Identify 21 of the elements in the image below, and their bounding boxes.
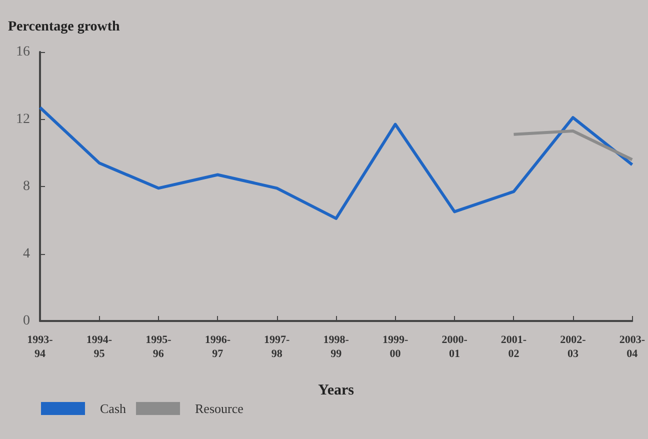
x-tick-label: 1995- 96 bbox=[146, 334, 172, 360]
x-tick-label: 1996- 97 bbox=[204, 334, 231, 360]
x-axis-title: Years bbox=[318, 382, 354, 398]
x-tick-label: 2000- 01 bbox=[442, 334, 468, 360]
y-tick-label: 4 bbox=[23, 246, 30, 262]
x-tick-label: 2003- 04 bbox=[619, 334, 646, 360]
line-series bbox=[38, 106, 634, 220]
y-tick-label: 16 bbox=[16, 44, 30, 60]
legend-label: Resource bbox=[195, 401, 244, 416]
x-tick-label: 1999- 00 bbox=[382, 334, 408, 360]
y-tick-label: 8 bbox=[23, 179, 30, 194]
x-tick-label: 2001- 02 bbox=[500, 334, 527, 360]
x-tick-label: 1998- 99 bbox=[323, 334, 350, 360]
x-tick-label: 2002- 03 bbox=[560, 334, 586, 360]
legend-label: Cash bbox=[100, 401, 126, 416]
y-axis-title: Percentage growth bbox=[8, 20, 120, 34]
y-tick-label: 12 bbox=[16, 112, 30, 127]
x-tick-label: 1997- 98 bbox=[264, 334, 290, 360]
x-tick-label: 1994- 95 bbox=[86, 334, 112, 360]
y-tick-label: 0 bbox=[23, 314, 30, 328]
x-tick-label: 1993- 94 bbox=[27, 334, 54, 360]
